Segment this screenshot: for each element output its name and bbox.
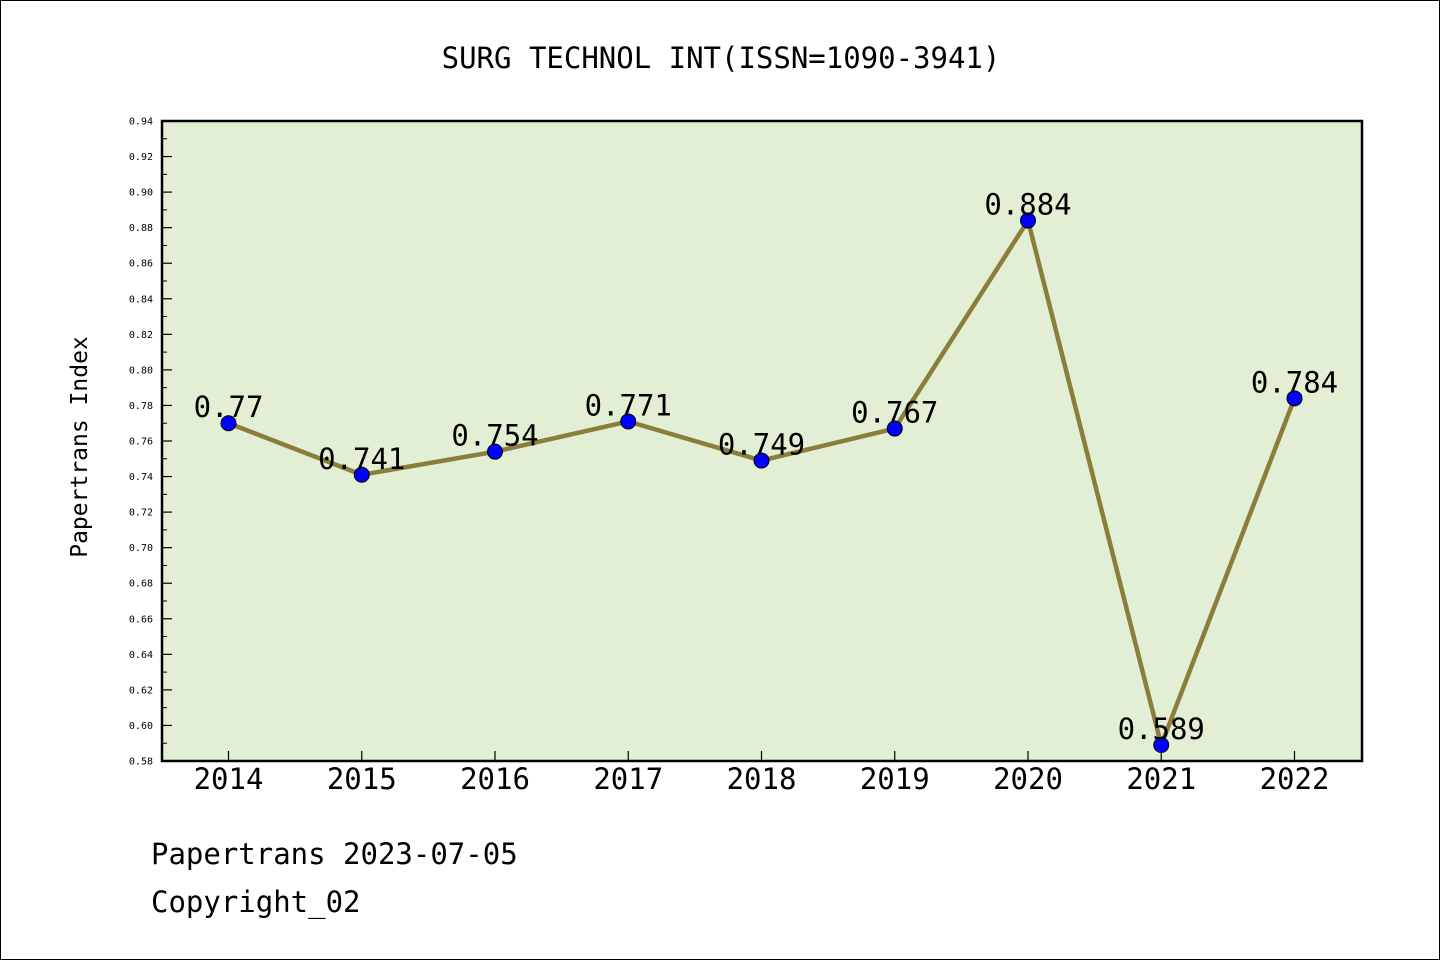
data-labels: 0.77 0.741 0.754 0.771 0.749 0.767 0.884 0.589 0…: [194, 188, 1339, 746]
x-tick-label: 2016: [460, 762, 530, 796]
y-tick-label: 0.92: [129, 152, 153, 163]
x-tick-label: 2019: [860, 762, 930, 796]
data-label: 0.771: [585, 388, 672, 422]
data-label: 0.741: [318, 442, 405, 476]
footer-date: Papertrans 2023-07-05: [151, 837, 518, 871]
x-tick-label: 2020: [993, 762, 1063, 796]
data-label: 0.884: [984, 188, 1071, 222]
x-tick-label: 2022: [1260, 762, 1330, 796]
y-tick-label: 0.62: [129, 685, 153, 696]
data-label: 0.749: [718, 428, 805, 462]
y-axis: 0.58 0.60 0.62 0.64 0.66 0.68 0.70 0.72 0.74 0.76…: [129, 117, 172, 768]
data-point: [1286, 390, 1303, 407]
y-tick-label: 0.74: [129, 472, 153, 483]
data-label: 0.767: [851, 396, 938, 430]
y-tick-label: 0.58: [129, 757, 153, 768]
x-tick-label: 2018: [727, 762, 797, 796]
plot-area: [160, 119, 1364, 763]
y-tick-label: 0.90: [129, 188, 153, 199]
x-tick-label: 2021: [1126, 762, 1196, 796]
y-tick-label: 0.66: [129, 614, 153, 625]
data-point: [220, 415, 237, 432]
chart-title: SURG TECHNOL INT(ISSN=1090-3941): [442, 41, 1001, 75]
y-tick-label: 0.94: [129, 117, 153, 128]
data-point: [487, 443, 503, 460]
y-tick-label: 0.88: [129, 223, 153, 234]
y-tick-label: 0.70: [129, 543, 153, 554]
data-label: 0.784: [1251, 365, 1338, 399]
y-tick-label: 0.82: [129, 330, 153, 341]
y-tick-label: 0.72: [129, 508, 153, 519]
y-tick-label: 0.64: [129, 650, 153, 661]
y-tick-label: 0.68: [129, 579, 153, 590]
data-point: [620, 413, 637, 430]
x-tick-label: 2015: [327, 762, 397, 796]
data-points: [220, 212, 1303, 753]
data-point: [353, 466, 370, 483]
y-tick-label: 0.76: [129, 437, 153, 448]
x-axis: 2014 2015 2016 2017 2018 2019 2020 2021 2022: [194, 751, 1330, 796]
data-label: 0.589: [1118, 712, 1205, 746]
data-point: [1153, 737, 1170, 753]
y-tick-label: 0.84: [129, 294, 153, 305]
data-point: [886, 420, 903, 437]
x-tick-label: 2014: [194, 762, 264, 796]
y-tick-label: 0.80: [129, 365, 153, 376]
footer-copyright: Copyright_02: [151, 885, 361, 919]
x-tick-label: 2017: [593, 762, 663, 796]
y-axis-label: Papertrans Index: [67, 336, 93, 558]
data-label: 0.754: [451, 419, 538, 453]
data-point: [1020, 212, 1036, 229]
data-point: [753, 452, 770, 469]
data-label: 0.77: [194, 390, 264, 424]
y-tick-label: 0.78: [129, 401, 153, 412]
y-tick-label: 0.60: [129, 721, 153, 732]
y-tick-label: 0.86: [129, 259, 153, 270]
